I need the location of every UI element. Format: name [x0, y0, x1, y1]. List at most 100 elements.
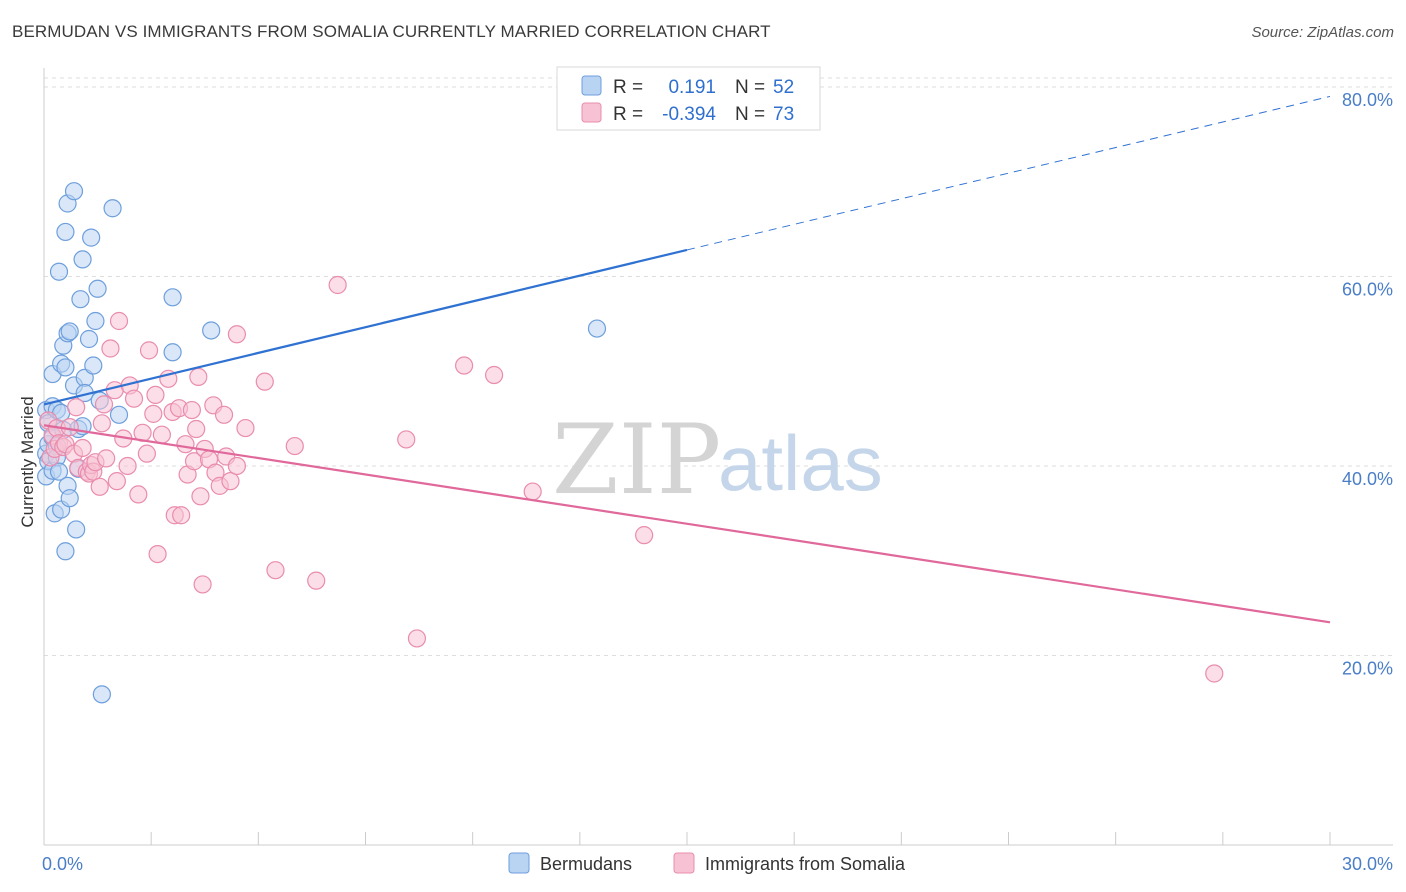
- somalia-point-19: [92, 414, 111, 433]
- correlation-legend: R = 0.191 N = 52 R = -0.394 N = 73: [556, 66, 821, 131]
- bermudans-point-14: [49, 462, 69, 481]
- somalia-point-49: [191, 487, 210, 506]
- series-legend: Bermudans Immigrants from Somalia: [508, 852, 906, 874]
- somalia-point-45: [182, 400, 201, 420]
- bottom-legend-swatch-bermudans: [508, 852, 530, 874]
- chart-source: Source: ZipAtlas.com: [1251, 24, 1394, 41]
- legend-n-value-somalia: 73: [773, 104, 794, 125]
- bottom-legend-label-bermudans: Bermudans: [540, 854, 632, 874]
- x-tick-label-1: 30.0%: [1342, 854, 1393, 874]
- bermudans-trend-extension: [686, 95, 1331, 251]
- bermudans-trend-line: [43, 248, 688, 406]
- bermudans-point-23: [56, 542, 75, 561]
- bermudans-point-51: [587, 319, 607, 338]
- somalia-point-73: [1205, 664, 1224, 683]
- somalia-point-64: [285, 436, 304, 456]
- legend-swatch-somalia: [581, 102, 602, 123]
- somalia-point-10: [67, 398, 86, 417]
- somalia-point-29: [124, 389, 144, 408]
- somalia-trend-line: [43, 424, 1331, 624]
- somalia-point-72: [635, 526, 654, 545]
- bermudans-point-31: [67, 520, 86, 539]
- bottom-legend-swatch-somalia: [673, 852, 695, 874]
- bermudans-point-41: [84, 356, 103, 375]
- somalia-point-32: [137, 444, 156, 463]
- somalia-point-36: [148, 544, 167, 564]
- somalia-point-33: [139, 341, 159, 360]
- y-tick-label-3: 80.0%: [1342, 90, 1393, 110]
- bermudans-point-43: [88, 279, 107, 298]
- trend-lines: [43, 95, 1331, 624]
- somalia-point-12: [73, 438, 92, 458]
- bermudans-point-27: [60, 322, 79, 341]
- somalia-point-20: [94, 395, 114, 414]
- somalia-point-59: [227, 456, 246, 476]
- somalia-point-63: [266, 561, 285, 580]
- somalia-point-50: [193, 575, 212, 594]
- somalia-point-25: [109, 311, 129, 331]
- legend-n-value-bermudans: 52: [773, 77, 794, 98]
- y-tick-label-2: 60.0%: [1342, 279, 1393, 299]
- bermudans-point-50: [202, 321, 221, 340]
- legend-n-label-somalia: N =: [735, 104, 765, 125]
- bermudans-point-21: [56, 358, 75, 377]
- x-tick-labels: 0.0% 30.0%: [42, 854, 1393, 874]
- legend-swatch-bermudans: [581, 75, 602, 96]
- somalia-point-68: [407, 629, 427, 648]
- x-axis-ticks: [43, 832, 1331, 845]
- bermudans-point-39: [79, 329, 99, 349]
- gridlines: [44, 77, 1393, 656]
- somalia-point-35: [146, 385, 165, 405]
- legend-r-label-somalia: R =: [613, 104, 643, 125]
- watermark-atlas: atlas: [718, 419, 883, 507]
- somalia-point-27: [118, 456, 137, 476]
- legend-r-value-somalia: -0.394: [662, 104, 716, 125]
- somalia-point-43: [176, 435, 195, 454]
- chart-title: BERMUDAN VS IMMIGRANTS FROM SOMALIA CURR…: [12, 22, 771, 41]
- somalia-point-37: [152, 425, 171, 444]
- somalia-point-24: [107, 472, 126, 491]
- bermudans-point-49: [163, 288, 182, 307]
- bermudans-point-47: [109, 405, 129, 424]
- somalia-point-70: [485, 365, 504, 385]
- bermudans-point-29: [64, 182, 84, 201]
- somalia-point-18: [90, 477, 109, 496]
- bermudans-point-45: [92, 685, 111, 704]
- y-tick-label-1: 40.0%: [1342, 469, 1393, 489]
- somalia-point-66: [328, 275, 347, 295]
- bermudans-point-40: [82, 228, 101, 247]
- somalia-point-69: [454, 356, 474, 375]
- somalia-point-56: [214, 405, 234, 424]
- legend-n-label-bermudans: N =: [735, 77, 765, 98]
- somalia-point-23: [105, 381, 124, 400]
- bermudans-point-28: [60, 489, 79, 508]
- somalia-point-30: [129, 485, 148, 504]
- legend-r-value-bermudans: 0.191: [668, 77, 716, 98]
- somalia-point-65: [307, 571, 326, 590]
- somalia-point-60: [227, 325, 246, 344]
- bermudans-point-48: [163, 343, 182, 362]
- y-axis-label: Currently Married: [18, 396, 37, 527]
- bermudans-point-22: [56, 222, 75, 242]
- somalia-point-58: [221, 472, 240, 491]
- legend-r-label-bermudans: R =: [613, 77, 643, 98]
- somalia-point-67: [397, 430, 416, 449]
- y-tick-labels: 20.0% 40.0% 60.0% 80.0%: [1342, 90, 1393, 679]
- watermark-zip: ZIP: [552, 404, 721, 516]
- bermudans-point-42: [86, 311, 105, 331]
- bermudans-point-34: [71, 290, 90, 309]
- somalia-point-48: [189, 367, 208, 387]
- somalia-point-21: [97, 449, 116, 468]
- somalia-point-61: [236, 418, 255, 438]
- somalia-point-62: [255, 372, 274, 391]
- bermudans-point-15: [49, 262, 69, 281]
- y-tick-label-0: 20.0%: [1342, 658, 1393, 678]
- somalia-point-42: [172, 506, 191, 525]
- somalia-point-47: [187, 419, 206, 439]
- somalia-point-34: [144, 404, 163, 423]
- bermudans-point-46: [103, 199, 122, 218]
- somalia-point-71: [523, 482, 542, 501]
- bermudans-point-36: [73, 250, 92, 269]
- bottom-legend-label-somalia: Immigrants from Somalia: [705, 854, 906, 874]
